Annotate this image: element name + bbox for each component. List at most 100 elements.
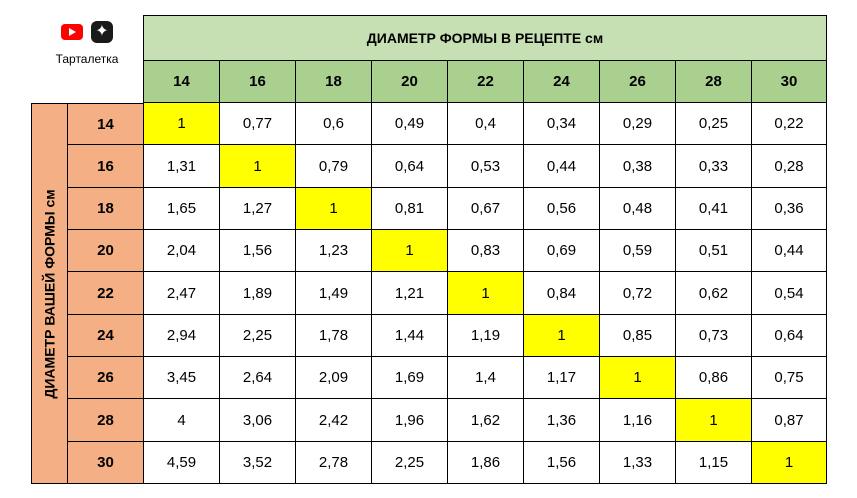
table-cell: 0,86 (676, 357, 752, 399)
table-cell: 0,44 (752, 230, 827, 272)
table-cell: 0,59 (600, 230, 676, 272)
diagonal-cell: 1 (144, 103, 220, 145)
table-cell: 0,54 (752, 272, 827, 315)
table-cell: 1,33 (600, 442, 676, 484)
table-cell: 3,06 (220, 399, 296, 442)
your-diameter-title: ДИАМЕТР ВАШЕЙ ФОРМЫ см (41, 188, 58, 399)
diagonal-cell: 1 (752, 442, 827, 484)
table-cell: 0,67 (448, 188, 524, 230)
table-cell: 0,28 (752, 145, 827, 188)
column-header-28: 28 (676, 61, 752, 103)
table-cell: 0,49 (372, 103, 448, 145)
table-cell: 0,87 (752, 399, 827, 442)
table-cell: 1,69 (372, 357, 448, 399)
table-cell: 2,25 (372, 442, 448, 484)
column-header-18: 18 (296, 61, 372, 103)
table-cell: 1,56 (220, 230, 296, 272)
table-cell: 4 (144, 399, 220, 442)
table-cell: 0,22 (752, 103, 827, 145)
table-cell: 0,73 (676, 315, 752, 357)
table-cell: 2,25 (220, 315, 296, 357)
table-cell: 2,09 (296, 357, 372, 399)
table-cell: 1,96 (372, 399, 448, 442)
table-cell: 1,23 (296, 230, 372, 272)
diagonal-cell: 1 (600, 357, 676, 399)
column-header-30: 30 (752, 61, 827, 103)
table-cell: 1,15 (676, 442, 752, 484)
table-cell: 1,62 (448, 399, 524, 442)
table-cell: 0,64 (752, 315, 827, 357)
table-cell: 1,36 (524, 399, 600, 442)
table-cell: 0,69 (524, 230, 600, 272)
row-header-16: 16 (68, 145, 144, 188)
table-cell: 0,79 (296, 145, 372, 188)
table-cell: 4,59 (144, 442, 220, 484)
table-cell: 2,64 (220, 357, 296, 399)
column-header-20: 20 (372, 61, 448, 103)
row-header-20: 20 (68, 230, 144, 272)
table-cell: 0,75 (752, 357, 827, 399)
diagonal-cell: 1 (524, 315, 600, 357)
diagonal-cell: 1 (220, 145, 296, 188)
table-cell: 0,85 (600, 315, 676, 357)
row-header-18: 18 (68, 188, 144, 230)
column-header-24: 24 (524, 61, 600, 103)
table-cell: 1,49 (296, 272, 372, 315)
table-cell: 0,6 (296, 103, 372, 145)
table-cell: 1,4 (448, 357, 524, 399)
table-cell: 0,64 (372, 145, 448, 188)
brand-label: Тарталетка (55, 52, 119, 66)
table-cell: 1,16 (600, 399, 676, 442)
youtube-icon[interactable] (61, 24, 83, 40)
column-header-26: 26 (600, 61, 676, 103)
table-cell: 0,34 (524, 103, 600, 145)
table-cell: 1,65 (144, 188, 220, 230)
column-header-22: 22 (448, 61, 524, 103)
table-cell: 1,31 (144, 145, 220, 188)
table-cell: 0,84 (524, 272, 600, 315)
table-cell: 2,94 (144, 315, 220, 357)
table-cell: 0,44 (524, 145, 600, 188)
row-header-26: 26 (68, 357, 144, 399)
table-cell: 0,33 (676, 145, 752, 188)
table-cell: 0,25 (676, 103, 752, 145)
diagonal-cell: 1 (372, 230, 448, 272)
recipe-diameter-header: ДИАМЕТР ФОРМЫ В РЕЦЕПТЕ см (144, 15, 827, 61)
table-cell: 0,4 (448, 103, 524, 145)
table-cell: 1,21 (372, 272, 448, 315)
diagonal-cell: 1 (448, 272, 524, 315)
table-cell: 1,27 (220, 188, 296, 230)
table-cell: 0,62 (676, 272, 752, 315)
table-cell: 0,83 (448, 230, 524, 272)
row-header-22: 22 (68, 272, 144, 315)
table-cell: 2,42 (296, 399, 372, 442)
corner-brand: Тарталетка (31, 15, 144, 103)
table-cell: 1,89 (220, 272, 296, 315)
table-cell: 0,38 (600, 145, 676, 188)
table-cell: 1,78 (296, 315, 372, 357)
table-cell: 2,78 (296, 442, 372, 484)
row-header-30: 30 (68, 442, 144, 484)
table-cell: 3,45 (144, 357, 220, 399)
table-cell: 0,48 (600, 188, 676, 230)
table-cell: 0,53 (448, 145, 524, 188)
row-header-14: 14 (68, 103, 144, 145)
table-cell: 0,36 (752, 188, 827, 230)
table-cell: 0,72 (600, 272, 676, 315)
table-cell: 2,47 (144, 272, 220, 315)
table-cell: 1,19 (448, 315, 524, 357)
diagonal-cell: 1 (676, 399, 752, 442)
table-cell: 0,51 (676, 230, 752, 272)
your-diameter-header: ДИАМЕТР ВАШЕЙ ФОРМЫ см (31, 103, 68, 484)
table-cell: 3,52 (220, 442, 296, 484)
conversion-table: Тарталетка ДИАМЕТР ФОРМЫ В РЕЦЕПТЕ см ДИ… (31, 15, 827, 484)
column-header-14: 14 (144, 61, 220, 103)
table-cell: 2,04 (144, 230, 220, 272)
table-cell: 1,44 (372, 315, 448, 357)
table-cell: 0,77 (220, 103, 296, 145)
table-cell: 1,86 (448, 442, 524, 484)
table-cell: 0,29 (600, 103, 676, 145)
dzen-icon[interactable] (91, 21, 113, 43)
column-header-16: 16 (220, 61, 296, 103)
row-header-24: 24 (68, 315, 144, 357)
